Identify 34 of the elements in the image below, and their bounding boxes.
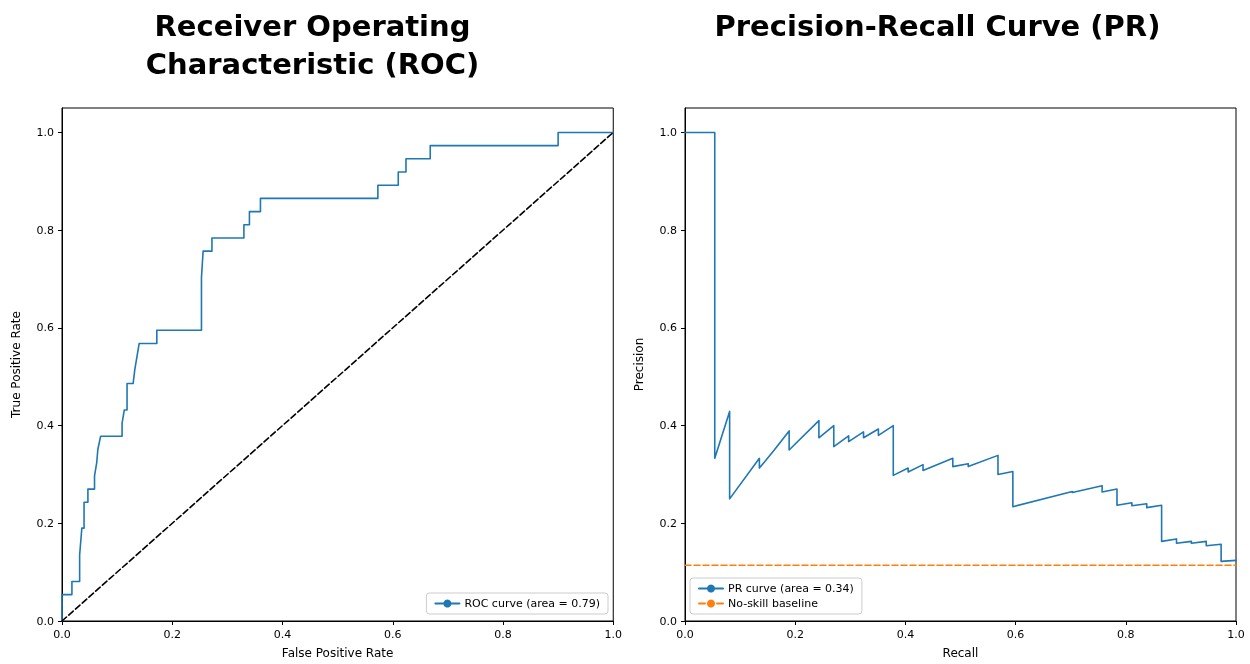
y-tick-label: 0.6 [36, 321, 54, 335]
x-tick-label: 0.6 [384, 628, 402, 641]
y-axis-title: Precision [632, 337, 646, 392]
legend-label: ROC curve (area = 0.79) [464, 597, 600, 610]
x-axis-title: Recall [942, 646, 979, 660]
x-tick-label: 0.2 [786, 628, 804, 641]
x-tick-label: 0.6 [1006, 628, 1025, 641]
chart-title: Precision-Recall Curve (PR) [714, 9, 1161, 43]
y-tick-label: 0.8 [36, 223, 54, 237]
x-tick-label: 0.4 [896, 628, 915, 641]
x-tick-label: 0.2 [163, 628, 181, 641]
y-axis-title: True Positive Rate [9, 311, 23, 419]
chart-title: Receiver Operating Characteristic (ROC) [145, 9, 480, 81]
y-tick-label: 1.0 [659, 125, 677, 139]
y-tick-label: 1.0 [36, 125, 54, 139]
y-tick-label: 0.4 [659, 419, 677, 433]
y-tick-label: 0.8 [659, 223, 677, 237]
x-axis-title: False Positive Rate [281, 646, 394, 660]
x-tick-label: 0.0 [676, 628, 694, 641]
x-tick-label: 0.8 [494, 628, 512, 641]
y-tick-label: 0.6 [659, 321, 677, 335]
legend-label: PR curve (area = 0.34) [728, 582, 854, 595]
y-tick-label: 0.2 [36, 516, 54, 530]
y-tick-label: 0.2 [659, 516, 677, 530]
y-tick-label: 0.0 [659, 614, 677, 628]
x-tick-label: 0.4 [273, 628, 292, 641]
line-series [684, 131, 1237, 563]
y-tick-label: 0.4 [36, 419, 54, 433]
x-tick-label: 0.8 [1117, 628, 1135, 641]
y-tick-label: 0.0 [36, 614, 54, 628]
x-tick-label: 1.0 [604, 628, 622, 641]
x-tick-label: 0.0 [53, 628, 71, 641]
legend-label: No-skill baseline [728, 597, 819, 610]
x-tick-label: 1.0 [1227, 628, 1245, 641]
